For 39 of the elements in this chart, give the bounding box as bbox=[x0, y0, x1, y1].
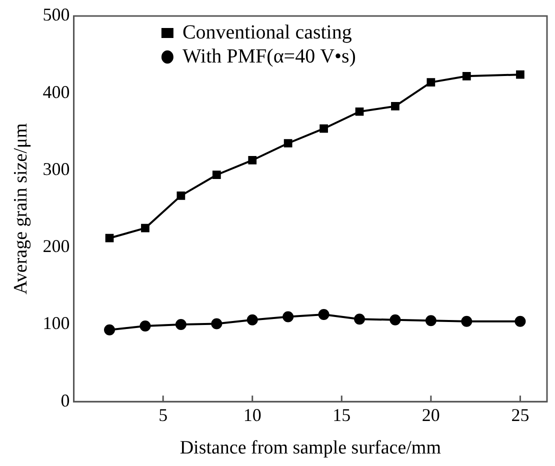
point bbox=[318, 308, 330, 320]
y-tick-label: 200 bbox=[42, 236, 70, 256]
x-tick-label: 20 bbox=[422, 405, 440, 426]
point bbox=[355, 107, 364, 116]
x-tick-label: 10 bbox=[243, 405, 262, 426]
point bbox=[391, 102, 400, 110]
legend-label: Conventional casting bbox=[182, 21, 352, 44]
point bbox=[140, 320, 151, 332]
y-tick-label: 500 bbox=[42, 4, 70, 25]
x-tick-label: 5 bbox=[158, 405, 168, 426]
y-tick-label: 400 bbox=[42, 82, 70, 102]
x-tick-label: 25 bbox=[511, 405, 530, 426]
y-tick-label: 0 bbox=[60, 390, 70, 410]
y-tick-label: 100 bbox=[42, 313, 70, 334]
y-tick-label: 300 bbox=[42, 158, 70, 179]
y-axis-title: Average grain size/μm bbox=[10, 122, 32, 294]
point bbox=[175, 318, 186, 330]
point bbox=[282, 311, 294, 322]
point bbox=[212, 170, 221, 180]
point bbox=[248, 156, 257, 164]
legend-label: With PMF(α=40 V•s) bbox=[182, 45, 356, 68]
point bbox=[462, 72, 471, 80]
point bbox=[425, 315, 436, 326]
point bbox=[246, 314, 258, 326]
point bbox=[320, 124, 328, 133]
point bbox=[105, 234, 114, 242]
point bbox=[354, 314, 366, 325]
x-tick-label: 15 bbox=[332, 405, 351, 426]
point bbox=[426, 78, 436, 87]
x-axis-title: Distance from sample surface/mm bbox=[180, 438, 442, 459]
point bbox=[104, 324, 116, 336]
point bbox=[211, 318, 222, 330]
point bbox=[516, 70, 524, 79]
point bbox=[141, 224, 150, 232]
point bbox=[461, 316, 472, 327]
point bbox=[390, 314, 401, 326]
point bbox=[284, 139, 292, 148]
point bbox=[514, 316, 526, 327]
point bbox=[176, 192, 186, 200]
